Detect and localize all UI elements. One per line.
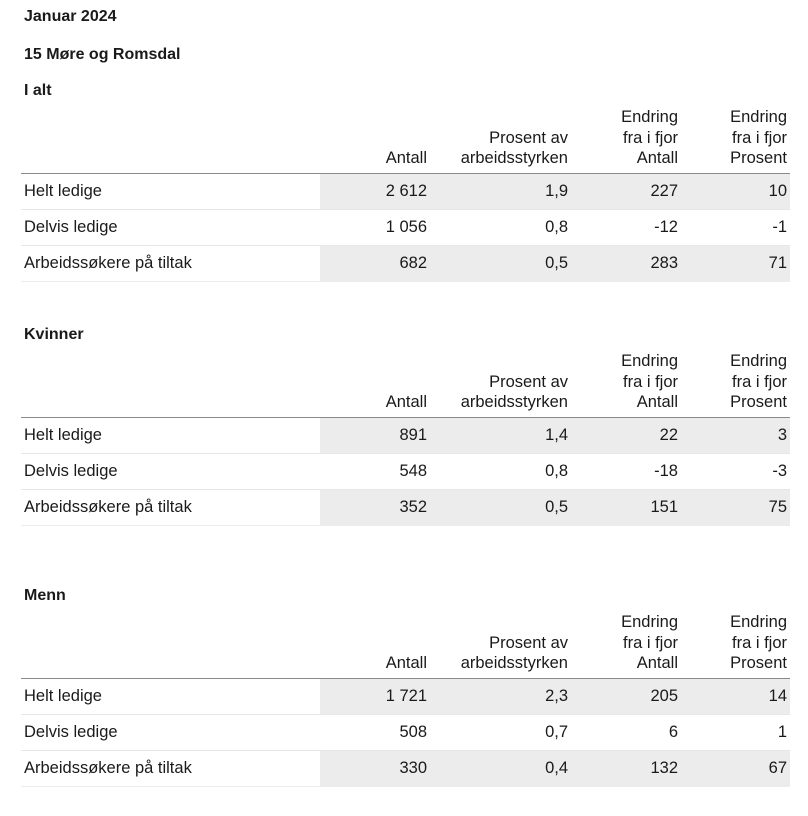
header-prosent: Prosent av arbeidsstyrken — [430, 351, 571, 418]
header-label-cell — [21, 351, 320, 418]
cell-prosent: 0,7 — [430, 714, 571, 751]
cell-endring-prosent: 67 — [681, 750, 790, 787]
header-antall: Antall — [320, 612, 430, 679]
cell-endring-antall: 227 — [571, 173, 681, 210]
cell-antall: 508 — [320, 714, 430, 751]
region-heading: 15 Møre og Romsdal — [24, 46, 181, 63]
table-row: Delvis ledige 548 0,8 -18 -3 — [21, 453, 790, 490]
cell-endring-prosent: 10 — [681, 173, 790, 210]
cell-antall: 1 721 — [320, 678, 430, 715]
header-endring-antall: Endring fra i fjor Antall — [571, 612, 681, 679]
section-title-kvinner: Kvinner — [24, 326, 84, 343]
cell-endring-antall: 283 — [571, 245, 681, 282]
row-label: Delvis ledige — [21, 209, 320, 246]
cell-antall: 891 — [320, 417, 430, 454]
row-label: Helt ledige — [21, 678, 320, 715]
section-title-menn: Menn — [24, 587, 66, 604]
cell-endring-antall: 151 — [571, 489, 681, 526]
table-header-row: Antall Prosent av arbeidsstyrken Endring f… — [21, 351, 790, 418]
header-antall: Antall — [320, 351, 430, 418]
header-prosent: Prosent av arbeidsstyrken — [430, 107, 571, 174]
header-label-cell — [21, 107, 320, 174]
period-heading: Januar 2024 — [24, 8, 117, 25]
table-i-alt: Antall Prosent av arbeidsstyrken Endring f… — [21, 107, 790, 282]
row-label: Arbeidssøkere på tiltak — [21, 245, 320, 282]
cell-endring-antall: 132 — [571, 750, 681, 787]
cell-prosent: 2,3 — [430, 678, 571, 715]
cell-endring-prosent: -1 — [681, 209, 790, 246]
cell-antall: 682 — [320, 245, 430, 282]
cell-endring-antall: 205 — [571, 678, 681, 715]
row-label: Arbeidssøkere på tiltak — [21, 750, 320, 787]
table-row: Delvis ledige 1 056 0,8 -12 -1 — [21, 209, 790, 246]
cell-prosent: 0,8 — [430, 453, 571, 490]
header-endring-antall: Endring fra i fjor Antall — [571, 107, 681, 174]
cell-endring-prosent: 14 — [681, 678, 790, 715]
row-label: Helt ledige — [21, 417, 320, 454]
cell-antall: 352 — [320, 489, 430, 526]
cell-prosent: 1,9 — [430, 173, 571, 210]
row-label: Helt ledige — [21, 173, 320, 210]
cell-endring-antall: -18 — [571, 453, 681, 490]
header-antall: Antall — [320, 107, 430, 174]
table-row: Arbeidssøkere på tiltak 330 0,4 132 67 — [21, 750, 790, 787]
cell-endring-prosent: 1 — [681, 714, 790, 751]
table-row: Helt ledige 1 721 2,3 205 14 — [21, 678, 790, 715]
header-endring-prosent: Endring fra i fjor Prosent — [681, 351, 790, 418]
cell-prosent: 0,8 — [430, 209, 571, 246]
cell-endring-prosent: 71 — [681, 245, 790, 282]
cell-prosent: 0,5 — [430, 245, 571, 282]
row-label: Arbeidssøkere på tiltak — [21, 489, 320, 526]
cell-endring-prosent: 3 — [681, 417, 790, 454]
cell-endring-prosent: -3 — [681, 453, 790, 490]
table-row: Helt ledige 2 612 1,9 227 10 — [21, 173, 790, 210]
cell-antall: 2 612 — [320, 173, 430, 210]
table-row: Arbeidssøkere på tiltak 352 0,5 151 75 — [21, 489, 790, 526]
table-row: Delvis ledige 508 0,7 6 1 — [21, 714, 790, 751]
table-header-row: Antall Prosent av arbeidsstyrken Endring f… — [21, 612, 790, 679]
header-prosent: Prosent av arbeidsstyrken — [430, 612, 571, 679]
cell-prosent: 1,4 — [430, 417, 571, 454]
cell-antall: 1 056 — [320, 209, 430, 246]
header-label-cell — [21, 612, 320, 679]
cell-prosent: 0,4 — [430, 750, 571, 787]
cell-prosent: 0,5 — [430, 489, 571, 526]
row-label: Delvis ledige — [21, 453, 320, 490]
table-row: Arbeidssøkere på tiltak 682 0,5 283 71 — [21, 245, 790, 282]
row-label: Delvis ledige — [21, 714, 320, 751]
table-menn: Antall Prosent av arbeidsstyrken Endring f… — [21, 612, 790, 787]
cell-endring-antall: 6 — [571, 714, 681, 751]
cell-endring-antall: -12 — [571, 209, 681, 246]
table-row: Helt ledige 891 1,4 22 3 — [21, 417, 790, 454]
section-title-i-alt: I alt — [24, 82, 52, 99]
cell-endring-prosent: 75 — [681, 489, 790, 526]
header-endring-prosent: Endring fra i fjor Prosent — [681, 612, 790, 679]
cell-antall: 330 — [320, 750, 430, 787]
table-kvinner: Antall Prosent av arbeidsstyrken Endring f… — [21, 351, 790, 526]
cell-endring-antall: 22 — [571, 417, 681, 454]
header-endring-antall: Endring fra i fjor Antall — [571, 351, 681, 418]
table-header-row: Antall Prosent av arbeidsstyrken Endring f… — [21, 107, 790, 174]
header-endring-prosent: Endring fra i fjor Prosent — [681, 107, 790, 174]
cell-antall: 548 — [320, 453, 430, 490]
